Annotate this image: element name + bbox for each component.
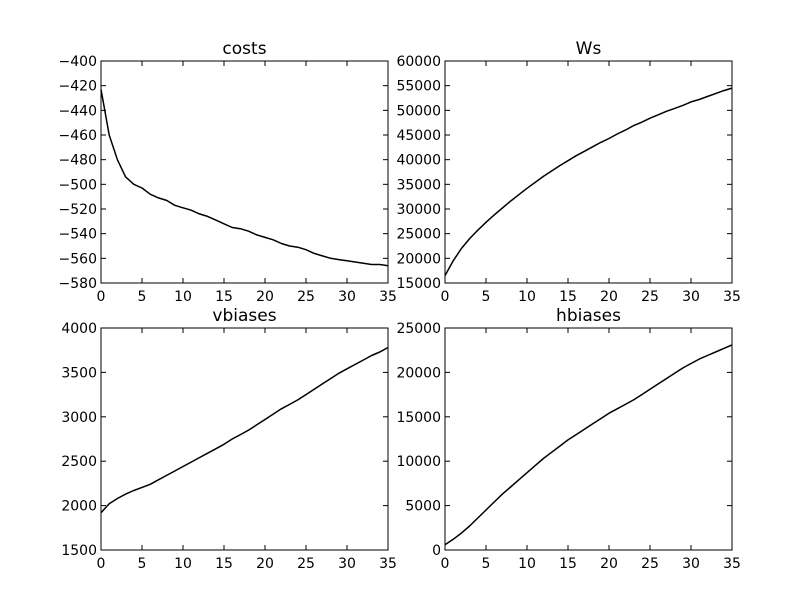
x-tick-label: 20	[256, 556, 274, 572]
plot-frame-costs	[100, 60, 389, 284]
y-tick-label: −440	[59, 103, 97, 119]
y-tick-label: 35000	[396, 177, 441, 193]
series-line-hbiases	[444, 344, 733, 546]
y-tick-label: 0	[432, 543, 441, 559]
y-tick-label: 3000	[61, 410, 97, 426]
x-tick-label: 35	[379, 289, 397, 305]
x-tick-label: 15	[559, 556, 577, 572]
y-tick-label: 10000	[396, 454, 441, 470]
x-tick-label: 25	[297, 289, 315, 305]
x-tick-label: 10	[518, 289, 536, 305]
chart-hbiases: hbiases 0 5 10 15 20 25 30 35 25000 20000 15000 1000…	[396, 306, 740, 572]
x-tick-label: 25	[297, 556, 315, 572]
x-tick-label: 5	[138, 556, 147, 572]
x-tick-label: 30	[682, 289, 700, 305]
plot-frame-vbiases	[100, 327, 389, 551]
x-tick-label: 30	[338, 556, 356, 572]
x-tick-label: 5	[482, 289, 491, 305]
chart-title-vbiases: vbiases	[212, 306, 276, 326]
x-tick-label: 15	[559, 289, 577, 305]
y-tick-label: 30000	[396, 202, 441, 218]
x-tick-label: 30	[338, 289, 356, 305]
y-tick-label: −560	[59, 251, 97, 267]
y-tick-label: 15000	[396, 410, 441, 426]
x-tick-label: 35	[723, 289, 741, 305]
x-tick-label: 20	[256, 289, 274, 305]
y-tick-label: 5000	[405, 499, 441, 515]
y-tick-label: −480	[59, 153, 97, 169]
series-line-vbiases	[100, 346, 389, 514]
x-tick-label: 10	[174, 289, 192, 305]
chart-vbiases: vbiases 0 5 10 15 20 25 30 35 4000 3500 3000 2500 200…	[61, 306, 397, 572]
x-tick-label: 5	[482, 556, 491, 572]
x-tick-label: 35	[379, 556, 397, 572]
y-tick-label: 4000	[61, 321, 97, 337]
plot-frame-ws	[444, 60, 733, 284]
y-tick-label: −460	[59, 128, 97, 144]
y-tick-label: −500	[59, 177, 97, 193]
chart-title-ws: Ws	[576, 39, 602, 59]
y-tick-label: 50000	[396, 103, 441, 119]
y-tick-label: 40000	[396, 153, 441, 169]
chart-title-costs: costs	[222, 39, 266, 59]
y-tick-label: −520	[59, 202, 97, 218]
y-tick-label: 20000	[396, 365, 441, 381]
x-tick-label: 25	[641, 556, 659, 572]
y-tick-label: −400	[59, 54, 97, 70]
plot-frame-hbiases	[444, 327, 733, 551]
x-tick-label: 10	[518, 556, 536, 572]
x-tick-label: 0	[97, 289, 106, 305]
x-tick-label: 0	[441, 289, 450, 305]
y-tick-label: 25000	[396, 321, 441, 337]
y-tick-label: 1500	[61, 543, 97, 559]
x-tick-label: 20	[600, 556, 618, 572]
x-tick-label: 0	[441, 556, 450, 572]
series-line-costs	[100, 89, 389, 267]
x-tick-label: 10	[174, 556, 192, 572]
x-tick-label: 15	[215, 289, 233, 305]
x-tick-label: 5	[138, 289, 147, 305]
y-tick-label: −420	[59, 79, 97, 95]
x-tick-label: 0	[97, 556, 106, 572]
y-tick-label: 45000	[396, 128, 441, 144]
x-tick-label: 15	[215, 556, 233, 572]
chart-costs: costs 0 5 10 15 20 25 30 35 −400 −420 −440 −460 −480 −…	[59, 39, 397, 305]
y-tick-label: 3500	[61, 365, 97, 381]
x-tick-label: 20	[600, 289, 618, 305]
chart-ws: Ws 0 5 10 15 20 25 30 35 60000 55000 50000 45000 4000…	[396, 39, 740, 305]
y-tick-label: 2000	[61, 499, 97, 515]
x-tick-label: 35	[723, 556, 741, 572]
y-tick-label: 20000	[396, 251, 441, 267]
y-tick-label: 55000	[396, 79, 441, 95]
y-tick-label: −540	[59, 227, 97, 243]
y-tick-label: 15000	[396, 276, 441, 292]
x-tick-label: 25	[641, 289, 659, 305]
x-tick-label: 30	[682, 556, 700, 572]
y-tick-label: 2500	[61, 454, 97, 470]
y-tick-label: 25000	[396, 227, 441, 243]
y-tick-label: 60000	[396, 54, 441, 70]
series-line-ws	[444, 87, 733, 276]
chart-title-hbiases: hbiases	[556, 306, 621, 326]
y-tick-label: −580	[59, 276, 97, 292]
